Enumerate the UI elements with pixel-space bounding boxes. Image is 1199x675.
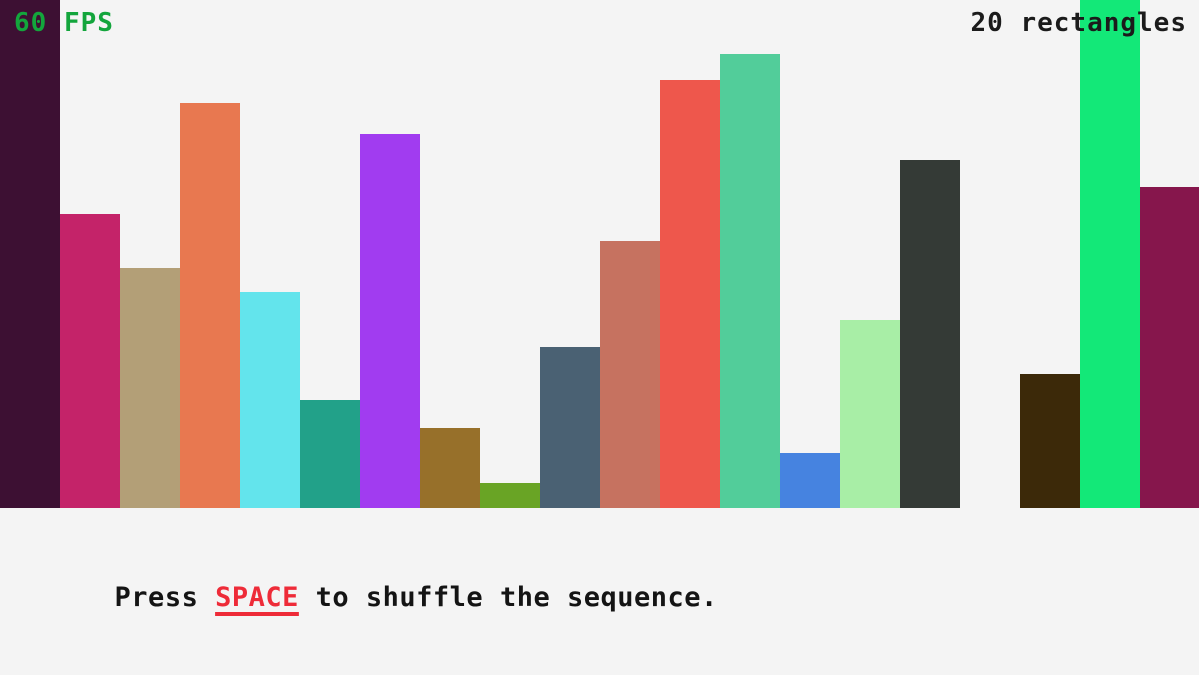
bar-rectangle: [540, 347, 600, 508]
instruction-suffix: to shuffle the sequence.: [298, 582, 718, 613]
bar-rectangle: [600, 241, 660, 508]
bar-rectangle: [480, 483, 540, 508]
bar-rectangle: [720, 54, 780, 508]
bar-rectangle: [1140, 187, 1199, 508]
bar-rectangle: [60, 214, 120, 508]
bar-rectangle: [240, 292, 300, 508]
instructions-panel: Press SPACE to shuffle the sequence. Pre…: [0, 508, 1199, 675]
rectangle-count-label: 20 rectangles: [970, 8, 1187, 38]
key-space[interactable]: SPACE: [215, 582, 299, 613]
instruction-prefix: Press: [114, 582, 216, 613]
bar-rectangle: [1020, 374, 1080, 508]
fps-counter: 60 FPS: [14, 8, 114, 38]
bar-rectangle: [900, 160, 960, 508]
bar-rectangle: [1080, 0, 1140, 508]
bar-rectangle: [360, 134, 420, 508]
bar-chart: [0, 0, 1199, 508]
bar-rectangle: [420, 428, 480, 508]
bar-rectangle: [0, 0, 60, 508]
bar-rectangle: [120, 268, 180, 508]
bar-rectangle: [300, 400, 360, 508]
bar-rectangle: [840, 320, 900, 508]
bar-rectangle: [660, 80, 720, 508]
instruction-line-add: Press UP to add a rectangle and generate…: [14, 670, 1199, 675]
instruction-line-shuffle: Press SPACE to shuffle the sequence.: [14, 526, 1199, 670]
bar-rectangle: [180, 103, 240, 508]
bar-rectangle: [780, 453, 840, 508]
